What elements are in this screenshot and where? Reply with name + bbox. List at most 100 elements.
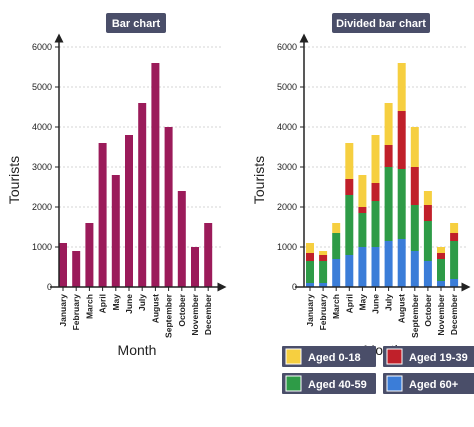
bar-chart: Bar chart 0 1000 2000 3000 4000 5000 6000 Janu… [6, 13, 227, 358]
bar-segment-aged-0-18 [332, 223, 341, 233]
bar-segment-aged-40-59 [423, 221, 432, 261]
bar-segment-aged-60- [319, 283, 328, 287]
legend-swatch-aged-0-18 [285, 348, 302, 365]
bar-segment-aged-0-18 [397, 63, 406, 111]
bar [138, 103, 147, 287]
x-tick-label: December [203, 293, 213, 335]
x-tick-label: July [137, 294, 147, 311]
bar-segment-aged-19-39 [384, 145, 393, 167]
y-tick-label: 6000 [32, 42, 52, 52]
bar-segment-aged-60- [450, 279, 459, 287]
x-tick-label: May [111, 294, 121, 311]
bar-chart-title-badge [106, 13, 166, 33]
bar-segment-aged-60- [423, 261, 432, 287]
bar-segment-aged-40-59 [306, 261, 314, 283]
bar-segment-aged-40-59 [358, 213, 367, 247]
bar-segment-aged-40-59 [450, 241, 459, 279]
x-tick-label: February [318, 294, 328, 331]
bar [177, 191, 186, 287]
legend-swatch-aged-60- [386, 375, 403, 392]
bar-segment-aged-19-39 [397, 111, 406, 169]
x-tick-label: November [436, 293, 446, 335]
bar-segment-aged-60- [332, 259, 341, 287]
bar-segment-aged-40-59 [384, 167, 393, 241]
bar-segment-aged-60- [437, 281, 445, 287]
bar-chart-x-label: Month [118, 342, 157, 358]
bar-segment-aged-60- [358, 247, 367, 287]
x-tick-label: September [164, 293, 174, 338]
bar-segment-aged-0-18 [358, 175, 367, 207]
divided-bar-chart-bars [306, 63, 459, 287]
bar-segment-aged-19-39 [319, 255, 328, 261]
bar-segment-aged-60- [371, 247, 380, 287]
bar-chart-bars [59, 63, 213, 287]
x-tick-label: August [150, 294, 160, 323]
divided-bar-chart-x-ticks: January February March April May June July Augu… [305, 287, 459, 338]
divided-bar-chart-title-badge [332, 13, 430, 33]
legend-label-aged-0-18: Aged 0-18 [308, 352, 361, 364]
y-tick-label: 5000 [277, 82, 297, 92]
y-tick-label: 4000 [277, 122, 297, 132]
y-tick-label: 6000 [277, 42, 297, 52]
legend-label-aged-19-39: Aged 19-39 [409, 352, 468, 364]
bar-chart-title: Bar chart [112, 18, 161, 30]
bar-segment-aged-60- [345, 255, 354, 287]
bar-segment-aged-40-59 [332, 233, 341, 259]
bar [111, 175, 120, 287]
bar-segment-aged-0-18 [306, 243, 314, 253]
bar-chart-y-ticks: 0 1000 2000 3000 4000 5000 6000 [32, 42, 59, 292]
divided-bar-chart-y-ticks: 0 1000 2000 3000 4000 5000 6000 [277, 42, 304, 292]
bar-segment-aged-19-39 [450, 233, 459, 241]
x-tick-label: March [84, 294, 94, 319]
x-tick-label: January [305, 294, 315, 327]
x-tick-label: May [357, 294, 367, 311]
bar-segment-aged-40-59 [437, 259, 445, 281]
legend-swatch-aged-40-59 [285, 375, 302, 392]
bar-segment-aged-40-59 [397, 169, 406, 239]
bar-segment-aged-19-39 [410, 167, 419, 205]
bar-segment-aged-0-18 [410, 127, 419, 167]
legend-label-aged-40-59: Aged 40-59 [308, 379, 367, 391]
x-tick-label: February [71, 294, 81, 331]
x-tick-label: March [331, 294, 341, 319]
legend-item-aged-19-39 [383, 346, 474, 367]
legend-item-aged-0-18 [282, 346, 376, 367]
bar-segment-aged-19-39 [358, 207, 367, 213]
legend: Aged 0-18 Aged 19-39 Aged 40-59 Aged 60+ [282, 346, 474, 394]
bar-segment-aged-40-59 [319, 261, 328, 283]
x-tick-label: June [124, 294, 134, 314]
y-tick-label: 3000 [277, 162, 297, 172]
bar-segment-aged-0-18 [371, 135, 380, 183]
x-tick-label: September [410, 293, 420, 338]
y-tick-label: 4000 [32, 122, 52, 132]
x-tick-label: October [177, 293, 187, 326]
legend-swatch-aged-19-39 [386, 348, 403, 365]
y-tick-label: 0 [47, 282, 52, 292]
x-tick-label: October [423, 293, 433, 326]
divided-bar-chart-title: Divided bar chart [336, 18, 426, 30]
bar-segment-aged-60- [306, 283, 314, 287]
x-tick-label: April [344, 294, 354, 313]
x-tick-label: July [384, 294, 394, 311]
y-tick-label: 5000 [32, 82, 52, 92]
y-tick-label: 2000 [32, 202, 52, 212]
bar-segment-aged-0-18 [345, 143, 354, 179]
bar-segment-aged-40-59 [345, 195, 354, 255]
bar [85, 223, 94, 287]
bar-segment-aged-19-39 [345, 179, 354, 195]
bar-chart-y-label: Tourists [6, 156, 22, 204]
bar-segment-aged-19-39 [437, 253, 445, 259]
bar-segment-aged-60- [410, 251, 419, 287]
bar [204, 223, 213, 287]
y-tick-label: 2000 [277, 202, 297, 212]
bar [59, 243, 67, 287]
bar-segment-aged-0-18 [423, 191, 432, 205]
bar-segment-aged-40-59 [371, 201, 380, 247]
bar-segment-aged-0-18 [384, 103, 393, 145]
x-tick-label: December [449, 293, 459, 335]
bar [191, 247, 199, 287]
bar-segment-aged-19-39 [423, 205, 432, 221]
y-tick-label: 3000 [32, 162, 52, 172]
bar-segment-aged-0-18 [319, 251, 328, 255]
bar [98, 143, 107, 287]
